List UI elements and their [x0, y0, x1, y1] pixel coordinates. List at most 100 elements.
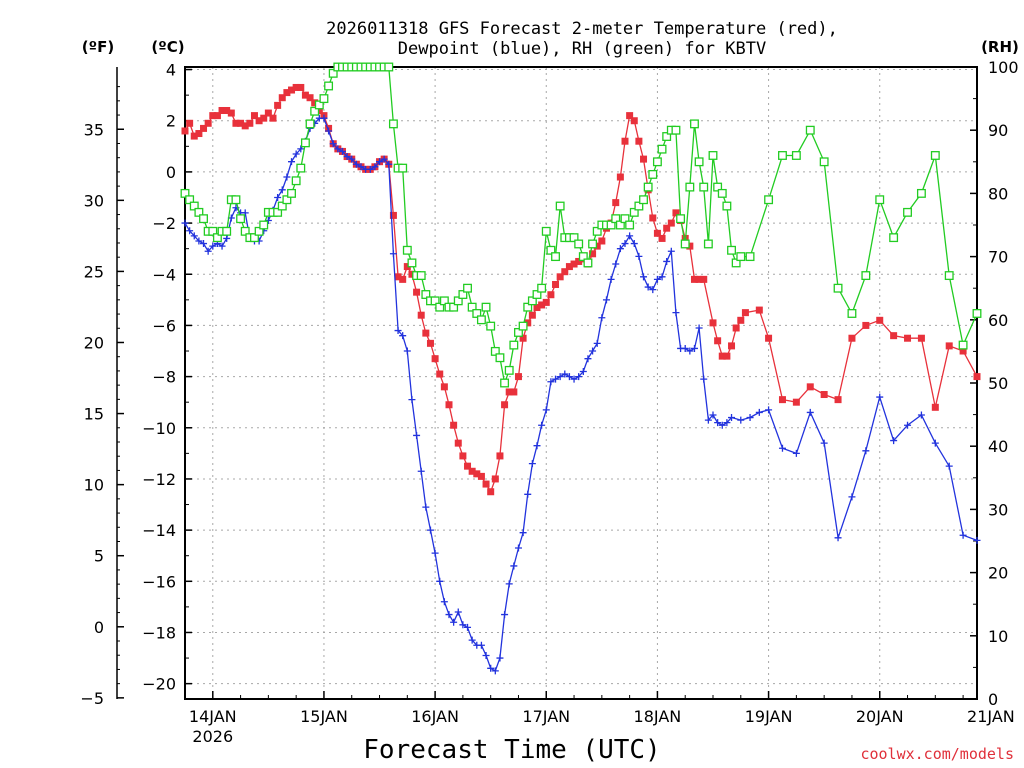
rh-point — [611, 214, 621, 224]
rh-tick-label: 100 — [988, 58, 1019, 77]
dewpoint-point — [417, 467, 425, 475]
dewpoint-point — [422, 503, 430, 511]
dewpoint-point — [496, 654, 504, 662]
rh-tick-label: 20 — [988, 564, 1008, 583]
celsius-tick-label: −8 — [152, 368, 176, 387]
dewpoint-point — [658, 273, 666, 281]
dewpoint-point — [181, 219, 189, 227]
temperature-point — [598, 237, 606, 245]
time-tick-year-label: 2026 — [192, 727, 233, 746]
celsius-axis-ticks: 4 2 0 −2 −4 −6 −8 −10 −12 −14 −16 −18 −20 — [142, 61, 192, 694]
rh-point — [833, 283, 843, 293]
rh-point — [625, 220, 635, 230]
rh-point — [903, 207, 912, 217]
rh-tick-label: 0 — [988, 690, 998, 709]
dewpoint-point — [973, 536, 981, 544]
dewpoint-point — [464, 623, 472, 631]
dewpoint-point — [477, 641, 485, 649]
rh-point — [676, 214, 686, 224]
temperature-point — [737, 316, 745, 324]
rh-point — [495, 353, 505, 363]
rh-point — [527, 296, 537, 306]
time-tick-label: 17JAN — [522, 707, 570, 726]
dewpoint-point — [746, 414, 754, 422]
dewpoint-point — [723, 419, 731, 427]
rh-point — [671, 125, 681, 135]
temperature-point — [514, 373, 522, 381]
dewpoint-point — [468, 636, 476, 644]
rh-point — [583, 258, 593, 268]
dewpoint-point — [482, 652, 490, 660]
temperature-point — [820, 391, 828, 399]
temperature-point — [464, 462, 472, 470]
dewpoint-point — [209, 242, 217, 250]
fahrenheit-tick-label: 5 — [94, 547, 104, 566]
dewpoint-point — [755, 408, 763, 416]
rh-tick-label: 90 — [988, 121, 1008, 140]
dewpoint-point — [584, 355, 592, 363]
rh-point — [273, 207, 283, 217]
rh-point — [189, 201, 199, 211]
dewpoint-point — [343, 153, 351, 161]
temperature-point — [403, 263, 411, 271]
dewpoint-point — [385, 160, 393, 168]
rh-point — [634, 201, 644, 211]
rh-point — [680, 239, 690, 249]
temperature-point — [454, 439, 462, 447]
temperature-point — [538, 301, 546, 309]
dewpoint-point — [538, 421, 546, 429]
rh-point — [208, 226, 218, 236]
temperature-point — [510, 388, 518, 396]
dewpoint-point — [547, 378, 555, 386]
celsius-tick-label: −12 — [142, 470, 176, 489]
celsius-tick-label: −14 — [142, 521, 176, 540]
dewpoint-point — [218, 242, 226, 250]
rh-tick-label: 10 — [988, 627, 1008, 646]
temperature-point — [473, 470, 481, 478]
dewpoint-point — [765, 406, 773, 414]
fahrenheit-tick-label: 20 — [84, 333, 104, 352]
rh-point — [472, 309, 482, 318]
temperature-point — [714, 337, 722, 345]
time-tick-label: 19JAN — [745, 707, 793, 726]
temperature-point — [533, 304, 541, 312]
celsius-tick-label: 4 — [166, 61, 176, 80]
dewpoint-point — [737, 416, 745, 424]
rh-point — [388, 119, 398, 129]
credit-label: coolwx.com/models — [860, 745, 1014, 763]
temperature-point — [399, 275, 407, 283]
dewpoint-point — [806, 408, 814, 416]
temperature-point — [862, 321, 870, 329]
dewpoint-point — [519, 529, 527, 537]
temperature-point — [792, 398, 800, 406]
rh-point — [699, 182, 709, 192]
dewpoint-point — [700, 375, 708, 383]
temperature-point — [565, 263, 573, 271]
rh-point — [435, 302, 445, 312]
dewpoint-point — [570, 375, 578, 383]
rh-point — [805, 125, 815, 135]
dewpoint-point — [329, 140, 337, 148]
temperature-point — [255, 117, 263, 125]
dewpoint-point — [195, 237, 203, 245]
dewpoint-point — [510, 562, 518, 570]
celsius-tick-label: −20 — [142, 675, 176, 694]
chart-title-line-2: Dewpoint (blue), RH (green) for KBTV — [398, 39, 766, 59]
rh-point — [958, 340, 968, 350]
rh-point — [463, 283, 472, 293]
chart-title-line-1: 2026011318 GFS Forecast 2-meter Temperat… — [326, 19, 838, 39]
rh-point — [736, 252, 746, 262]
dewpoint-point — [575, 373, 583, 381]
dewpoint-point — [667, 247, 675, 255]
temperature-point — [440, 383, 448, 391]
temperature-point — [945, 342, 953, 350]
dewpoint-point — [491, 667, 499, 675]
rh-point — [287, 188, 296, 198]
celsius-tick-label: −10 — [142, 419, 176, 438]
dewpoint-point — [959, 531, 967, 539]
dewpoint-point — [709, 411, 717, 419]
temperature-point — [778, 396, 786, 404]
time-tick-label: 15JAN — [300, 707, 348, 726]
rh-point — [504, 365, 514, 375]
